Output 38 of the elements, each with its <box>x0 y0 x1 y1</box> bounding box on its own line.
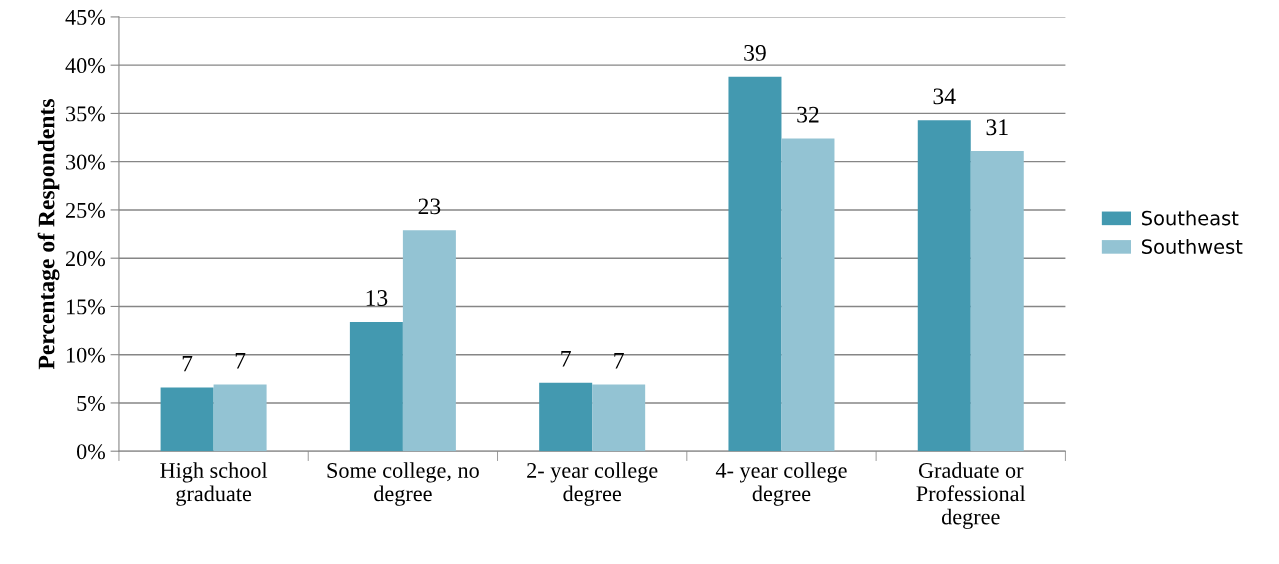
bar <box>917 120 971 452</box>
legend-label: Southeast <box>1142 210 1239 226</box>
x-tick-label: Some college, no degree <box>327 462 479 506</box>
data-label: 7 <box>235 353 246 369</box>
y-tick-label: 10% <box>66 347 105 363</box>
y-tick-label: 5% <box>77 395 105 411</box>
bar <box>213 384 267 452</box>
data-label: 23 <box>418 198 441 215</box>
y-tick-label: 20% <box>66 251 105 267</box>
y-axis-title: Percentage of Respondents <box>37 99 60 370</box>
y-tick-label: 45% <box>65 9 105 25</box>
data-label: 39 <box>744 44 766 61</box>
data-label: 34 <box>933 88 956 105</box>
bar <box>970 151 1024 452</box>
data-label: 32 <box>797 106 819 123</box>
bar <box>781 138 835 452</box>
bar <box>349 321 403 452</box>
bar <box>728 76 782 452</box>
y-tick-label: 40% <box>65 58 105 74</box>
x-tick-label: Graduate or Professional degree <box>916 462 1026 529</box>
x-tick-label: High school graduate <box>160 462 268 506</box>
data-label: 31 <box>986 119 1008 136</box>
bar <box>539 382 593 452</box>
bar <box>160 387 214 452</box>
y-tick-label: 25% <box>66 202 105 218</box>
y-tick-label: 15% <box>66 299 105 315</box>
data-label: 13 <box>366 290 388 306</box>
y-tick-label: 35% <box>66 106 105 122</box>
x-tick-label: 2- year college degree <box>527 462 658 506</box>
data-label: 7 <box>182 355 193 372</box>
x-tick-label: 4- year college degree <box>715 462 847 506</box>
legend-label: Southwest <box>1142 238 1243 254</box>
data-label: 7 <box>614 353 624 369</box>
bar <box>592 384 646 452</box>
data-label: 7 <box>561 351 571 367</box>
y-tick-label: 0% <box>76 444 105 460</box>
y-tick-label: 30% <box>66 154 105 170</box>
bar <box>402 230 456 452</box>
